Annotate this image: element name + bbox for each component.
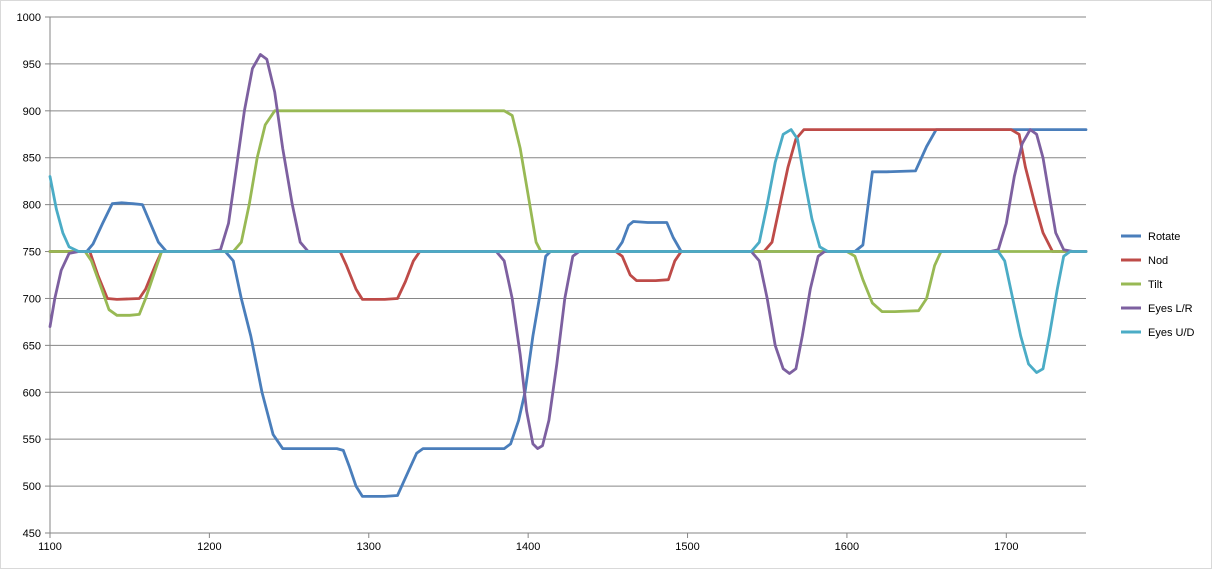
y-tick-label: 450 <box>23 528 41 540</box>
x-tick-label: 1500 <box>675 541 699 553</box>
y-tick-label: 550 <box>23 434 41 446</box>
y-tick-label: 1000 <box>17 12 41 24</box>
x-tick-label: 1300 <box>357 541 381 553</box>
y-tick-label: 950 <box>23 59 41 71</box>
x-tick-label: 1700 <box>994 541 1018 553</box>
series-line <box>48 128 1088 301</box>
y-tick-label: 850 <box>23 153 41 165</box>
series-line <box>48 128 1088 498</box>
series-line <box>48 109 1088 317</box>
legend-label: Eyes U/D <box>1148 327 1195 339</box>
x-tick-label: 1400 <box>516 541 540 553</box>
legend-label: Nod <box>1148 255 1168 267</box>
series-line <box>48 53 1088 450</box>
y-tick-label: 900 <box>23 106 41 118</box>
x-tick-label: 1100 <box>38 541 62 553</box>
legend-label: Eyes L/R <box>1148 303 1193 315</box>
y-tick-label: 750 <box>23 247 41 259</box>
y-tick-label: 650 <box>23 340 41 352</box>
x-tick-label: 1200 <box>197 541 221 553</box>
y-tick-label: 800 <box>23 200 41 212</box>
series-line <box>48 128 1088 374</box>
y-tick-label: 700 <box>23 293 41 305</box>
legend-label: Tilt <box>1148 279 1162 291</box>
y-tick-label: 600 <box>23 387 41 399</box>
legend-label: Rotate <box>1148 231 1180 243</box>
y-tick-label: 500 <box>23 481 41 493</box>
x-tick-label: 1600 <box>835 541 859 553</box>
